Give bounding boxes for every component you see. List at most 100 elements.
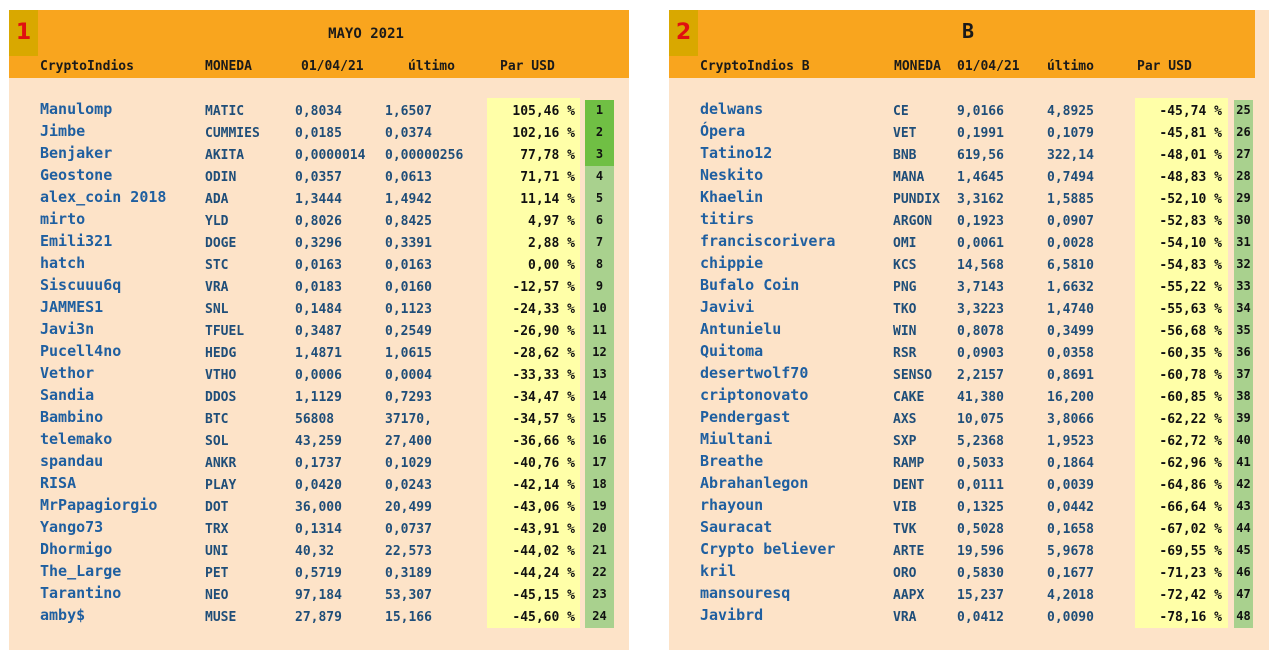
rank-cell: [585, 188, 614, 210]
user-name: Javivi: [700, 298, 755, 316]
last-price: 5,9678: [1047, 544, 1094, 559]
last-price: 0,8425: [385, 214, 432, 229]
rank: 41: [1236, 455, 1251, 469]
user-name: Dhormigo: [40, 540, 113, 558]
rank: 8: [595, 257, 604, 271]
column-header: MONEDA: [205, 59, 252, 74]
coin-code: PNG: [893, 280, 917, 295]
last-price: 1,6507: [385, 104, 432, 119]
rank-cell: [1234, 210, 1253, 232]
user-name: amby$: [40, 606, 86, 624]
coin-code: VET: [893, 126, 917, 141]
coin-code: ORO: [893, 566, 917, 581]
coin-code: NEO: [205, 588, 229, 603]
start-price: 0,5033: [957, 456, 1004, 471]
rank: 30: [1236, 213, 1251, 227]
user-name: Pucell4no: [40, 342, 122, 360]
rank-cell: [585, 276, 614, 298]
user-name: mirto: [40, 210, 86, 228]
pct-change: -52,83 %: [1159, 214, 1222, 229]
pct-change: -64,86 %: [1159, 478, 1222, 493]
start-price: 1,3444: [295, 192, 342, 207]
last-price: 0,0358: [1047, 346, 1094, 361]
rank: 36: [1236, 345, 1251, 359]
pct-change: 102,16 %: [512, 126, 575, 141]
pct-change: -28,62 %: [512, 346, 575, 361]
start-price: 19,596: [957, 544, 1004, 559]
user-name: kril: [700, 562, 737, 580]
pct-change: -33,33 %: [512, 368, 575, 383]
last-price: 0,1029: [385, 456, 432, 471]
start-price: 1,4645: [957, 170, 1004, 185]
rank: 42: [1236, 477, 1251, 491]
rank: 9: [595, 279, 604, 293]
rank-cell: [585, 606, 614, 628]
user-name: Crypto believer: [700, 540, 836, 558]
pct-change: 71,71 %: [520, 170, 575, 185]
column-header: MONEDA: [894, 59, 941, 74]
rank-cell: [585, 232, 614, 254]
coin-code: ARGON: [893, 214, 933, 229]
user-name: Ópera: [700, 122, 746, 140]
user-name: Quitoma: [700, 342, 764, 360]
rank-cell: [1234, 232, 1253, 254]
user-name: Javi3n: [40, 320, 95, 338]
rank: 27: [1236, 147, 1251, 161]
coin-code: SXP: [893, 434, 917, 449]
pct-change: -44,02 %: [512, 544, 575, 559]
coin-code: OMI: [893, 236, 917, 251]
user-name: Vethor: [40, 364, 95, 382]
rank-cell: [1234, 408, 1253, 430]
pct-change: -24,33 %: [512, 302, 575, 317]
start-price: 36,000: [295, 500, 342, 515]
coin-code: ARTE: [893, 544, 925, 559]
start-price: 0,1325: [957, 500, 1004, 515]
rank-cell: [585, 210, 614, 232]
last-price: 16,200: [1047, 390, 1094, 405]
user-name: criptonovato: [700, 386, 809, 404]
start-price: 2,2157: [957, 368, 1004, 383]
start-price: 0,0412: [957, 610, 1004, 625]
rank: 37: [1236, 367, 1251, 381]
panel-header: [669, 10, 1255, 78]
last-price: 1,4942: [385, 192, 432, 207]
start-price: 97,184: [295, 588, 342, 603]
coin-code: VIB: [893, 500, 917, 515]
coin-code: ADA: [205, 192, 229, 207]
start-price: 15,237: [957, 588, 1004, 603]
user-name: titirs: [700, 210, 755, 228]
user-name: MrPapagiorgio: [40, 496, 158, 514]
last-price: 0,1677: [1047, 566, 1094, 581]
coin-code: MUSE: [205, 610, 237, 625]
pct-change: -72,42 %: [1159, 588, 1222, 603]
user-name: desertwolf70: [700, 364, 809, 382]
pct-change: -52,10 %: [1159, 192, 1222, 207]
last-price: 15,166: [385, 610, 432, 625]
user-name: Javibrd: [700, 606, 764, 624]
coin-code: SOL: [205, 434, 229, 449]
last-price: 0,0090: [1047, 610, 1094, 625]
column-header: 01/04/21: [301, 59, 364, 74]
rank-cell: [1234, 518, 1253, 540]
rank: 2: [595, 125, 604, 139]
coin-code: TVK: [893, 522, 917, 537]
start-price: 0,0903: [957, 346, 1004, 361]
coin-code: HEDG: [205, 346, 237, 361]
rank: 18: [592, 477, 607, 491]
last-price: 0,1864: [1047, 456, 1094, 471]
user-name: mansouresq: [700, 584, 791, 602]
start-price: 0,1314: [295, 522, 342, 537]
last-price: 22,573: [385, 544, 432, 559]
rank: 45: [1236, 543, 1251, 557]
rank: 6: [595, 213, 604, 227]
pct-change: -71,23 %: [1159, 566, 1222, 581]
start-price: 0,0006: [295, 368, 342, 383]
coin-code: BTC: [205, 412, 229, 427]
rank: 46: [1236, 565, 1251, 579]
user-name: Tarantino: [40, 584, 122, 602]
last-price: 1,5885: [1047, 192, 1094, 207]
last-price: 0,0163: [385, 258, 432, 273]
rank: 10: [592, 301, 607, 315]
pct-change: -67,02 %: [1159, 522, 1222, 537]
coin-code: AKITA: [205, 148, 245, 163]
